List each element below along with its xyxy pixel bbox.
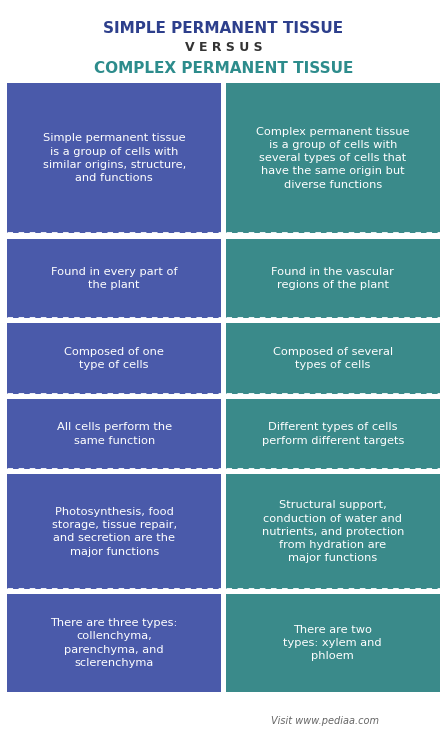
FancyBboxPatch shape: [7, 323, 221, 393]
FancyBboxPatch shape: [226, 238, 440, 318]
Text: Composed of several
types of cells: Composed of several types of cells: [273, 346, 393, 370]
Text: Different types of cells
perform different targets: Different types of cells perform differe…: [261, 422, 404, 446]
Text: Simple permanent tissue
is a group of cells with
similar origins, structure,
and: Simple permanent tissue is a group of ce…: [42, 133, 186, 183]
FancyBboxPatch shape: [226, 475, 440, 589]
FancyBboxPatch shape: [7, 595, 221, 691]
Text: Found in the vascular
regions of the plant: Found in the vascular regions of the pla…: [271, 267, 394, 290]
FancyBboxPatch shape: [7, 238, 221, 318]
Text: All cells perform the
same function: All cells perform the same function: [57, 422, 172, 446]
Text: There are two
types: xylem and
phloem: There are two types: xylem and phloem: [283, 625, 382, 662]
Text: There are three types:
collenchyma,
parenchyma, and
sclerenchyma: There are three types: collenchyma, pare…: [51, 618, 178, 668]
FancyBboxPatch shape: [226, 323, 440, 393]
FancyBboxPatch shape: [7, 83, 221, 233]
FancyBboxPatch shape: [7, 475, 221, 589]
FancyBboxPatch shape: [7, 399, 221, 469]
Text: Composed of one
type of cells: Composed of one type of cells: [64, 346, 164, 370]
Text: V E R S U S: V E R S U S: [185, 41, 262, 54]
Text: Found in every part of
the plant: Found in every part of the plant: [51, 267, 177, 290]
FancyBboxPatch shape: [226, 83, 440, 233]
FancyBboxPatch shape: [226, 399, 440, 469]
Text: Photosynthesis, food
storage, tissue repair,
and secretion are the
major functio: Photosynthesis, food storage, tissue rep…: [52, 507, 177, 557]
Text: Complex permanent tissue
is a group of cells with
several types of cells that
ha: Complex permanent tissue is a group of c…: [256, 127, 409, 190]
Text: COMPLEX PERMANENT TISSUE: COMPLEX PERMANENT TISSUE: [94, 61, 353, 76]
Text: Visit www.pediaa.com: Visit www.pediaa.com: [271, 716, 379, 726]
FancyBboxPatch shape: [226, 595, 440, 691]
Text: SIMPLE PERMANENT TISSUE: SIMPLE PERMANENT TISSUE: [103, 22, 344, 37]
Text: Structural support,
conduction of water and
nutrients, and protection
from hydra: Structural support, conduction of water …: [261, 501, 404, 563]
